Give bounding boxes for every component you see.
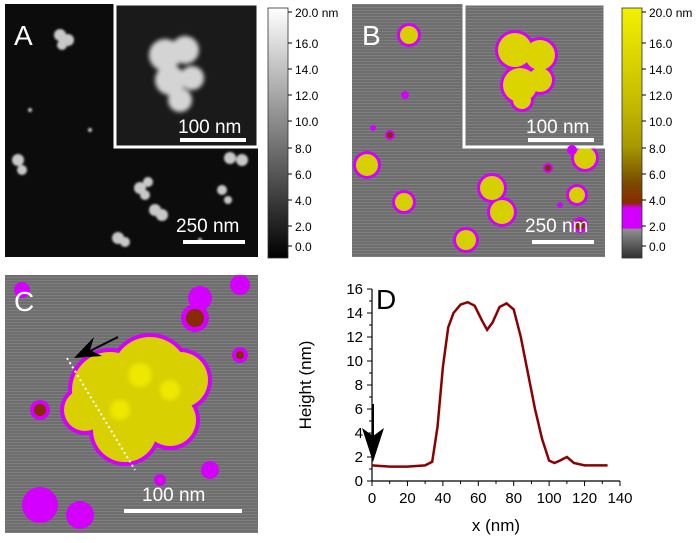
panel-b-particles — [353, 23, 599, 253]
panel-b-inset-scale-label: 100 nm — [526, 117, 589, 138]
panel-d: D 0 20 40 60 80 100 120 140 0 2 4 6 8 10 12 14 16 x (nm)… — [296, 281, 633, 535]
chart-x-tick-label: 120 — [572, 490, 597, 507]
panel-b-inset-scalebar — [528, 138, 594, 142]
colorbar-color-tick-label: 12.0 — [649, 89, 673, 103]
colorbar-color-tick-label: 20.0 nm — [649, 6, 692, 20]
chart-x-tick-label: 40 — [435, 490, 452, 507]
chart-y-tick-label: 10 — [346, 353, 363, 370]
panel-c-label: C — [14, 286, 34, 317]
colorbar-gray-tick-label: 4.0 — [295, 194, 312, 208]
chart-y-tick-label: 12 — [346, 329, 363, 346]
colorbar-color-tick-label: 6.0 — [649, 168, 666, 182]
panel-a-inset-scale-label: 100 nm — [178, 117, 241, 138]
colorbar-gray-tick-label: 14.0 — [295, 63, 319, 77]
panel-a: A 100 nm 250 nm — [5, 2, 260, 257]
colorbar-gray-tick-label: 20.0 nm — [295, 6, 338, 20]
panel-a-scale-label: 250 nm — [176, 216, 239, 237]
chart-y-tick-label: 14 — [346, 305, 363, 322]
colorbar-color-tick-label: 2.0 — [649, 220, 666, 234]
colorbar-gray-tick-label: 16.0 — [295, 37, 319, 51]
colorbar-color-tick-label: 4.0 — [649, 194, 666, 208]
panel-c-scalebar — [124, 509, 242, 513]
panel-c-arrow-icon — [74, 337, 102, 358]
chart-y-tick-label: 2 — [355, 449, 363, 466]
panel-b-label: B — [362, 20, 381, 51]
chart-arrow-icon — [362, 404, 384, 462]
panel-a-scalebar — [183, 240, 245, 244]
colorbar-gray-tick-label: 6.0 — [295, 168, 312, 182]
chart-x-tick-label: 80 — [505, 490, 522, 507]
colorbar-color-tick-label: 16.0 — [649, 37, 673, 51]
panel-c-scale-label: 100 nm — [142, 485, 205, 506]
chart-y-axis-label: Height (nm) — [296, 341, 315, 430]
colorbar-gray-tick-label: 12.0 — [295, 89, 319, 103]
chart-x-axis-label: x (nm) — [472, 516, 520, 535]
colorbar-color-tick-label: 0.0 — [649, 240, 666, 254]
panel-c: C 100 nm — [5, 275, 258, 533]
chart-x-tick-label: 140 — [607, 490, 632, 507]
chart-line-height-profile — [371, 300, 608, 468]
panel-b: B 100 nm 250 nm — [352, 2, 607, 257]
chart-x-tick-label: 60 — [470, 490, 487, 507]
chart-x-tick-label: 0 — [368, 490, 376, 507]
chart-y-tick-label: 4 — [355, 425, 363, 442]
colorbar-gray-tick-label: 8.0 — [295, 142, 312, 156]
panel-d-label: D — [376, 284, 396, 315]
colorbar-gray-tick-label: 10.0 — [295, 115, 319, 129]
panel-b-scale-label: 250 nm — [525, 216, 588, 237]
colorbar-color: 20.0 nm 16.0 14.0 12.0 10.0 8.0 6.0 4.0 2.0 0.0 — [621, 6, 692, 259]
panel-b-inset-particle — [495, 30, 577, 155]
chart-y-tick-label: 16 — [346, 281, 363, 298]
panel-c-particle — [14, 275, 250, 529]
colorbar-color-scale — [621, 7, 643, 259]
colorbar-gray-scale — [267, 7, 289, 259]
colorbar-gray-tick-label: 0.0 — [295, 240, 312, 254]
panel-a-inset-scalebar — [180, 138, 246, 142]
colorbar-gray-tick-label: 2.0 — [295, 220, 312, 234]
panel-a-inset-particle — [149, 36, 204, 112]
colorbar-color-tick-label: 14.0 — [649, 63, 673, 77]
chart-axes: 0 20 40 60 80 100 120 140 0 2 4 6 8 10 12 14 16 — [346, 281, 632, 507]
chart-y-tick-label: 6 — [355, 401, 363, 418]
chart-y-tick-label: 0 — [355, 473, 363, 490]
colorbar-color-tick-label: 10.0 — [649, 115, 673, 129]
chart-x-tick-label: 100 — [537, 490, 562, 507]
panel-a-label: A — [14, 20, 33, 51]
panel-a-particles — [12, 29, 248, 247]
chart-x-tick-label: 20 — [399, 490, 416, 507]
panel-b-scalebar — [532, 240, 594, 244]
panel-c-arrow-shaft — [87, 336, 119, 353]
chart-y-tick-label: 8 — [355, 377, 363, 394]
colorbar-color-tick-label: 8.0 — [649, 142, 666, 156]
colorbar-gray: 20.0 nm 16.0 14.0 12.0 10.0 8.0 6.0 4.0 2.0 0.0 — [267, 6, 338, 259]
panel-c-profile-line — [66, 357, 136, 471]
